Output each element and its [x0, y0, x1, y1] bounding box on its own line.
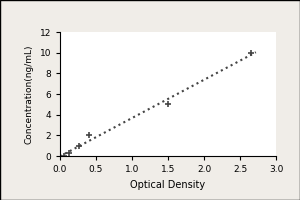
- Y-axis label: Concentration(ng/mL): Concentration(ng/mL): [25, 44, 34, 144]
- X-axis label: Optical Density: Optical Density: [130, 180, 206, 190]
